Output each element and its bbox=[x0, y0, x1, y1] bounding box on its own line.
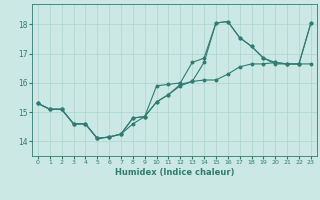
X-axis label: Humidex (Indice chaleur): Humidex (Indice chaleur) bbox=[115, 168, 234, 177]
